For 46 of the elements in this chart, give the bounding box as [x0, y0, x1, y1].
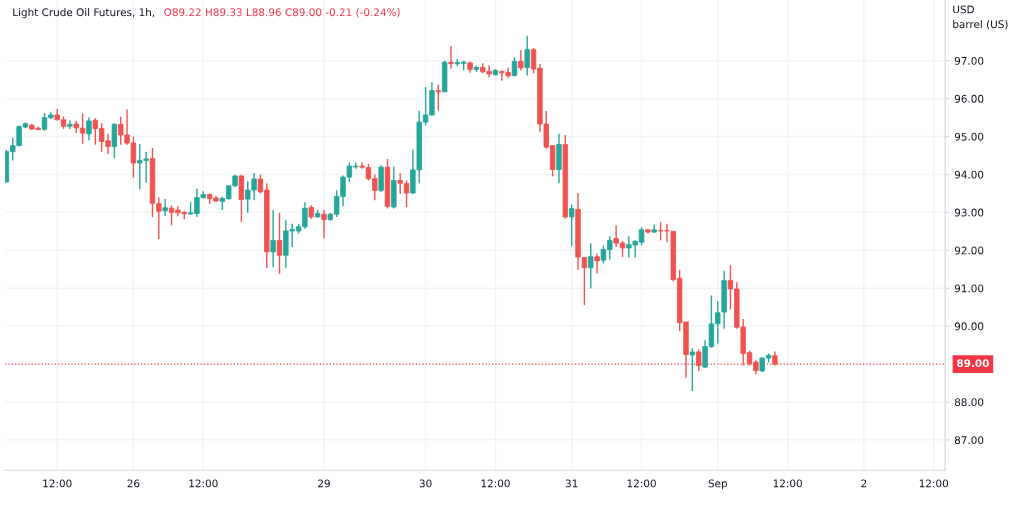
ref-line-label: 89.00: [957, 359, 989, 368]
candlestick: [111, 122, 118, 159]
x-tick-label: 31: [565, 479, 578, 488]
text: O89.22 H89.33 L88.96 C89.00 -0.21 (-0.24%): [164, 8, 400, 18]
candlestick: [270, 209, 276, 268]
candlestick: [276, 212, 283, 275]
x-tick-label: 12:00: [919, 479, 949, 488]
candlestick: [238, 174, 245, 223]
y-tick-label: 87.00: [954, 436, 984, 445]
candlestick: [689, 347, 696, 392]
y-tick-label: 92.00: [954, 246, 984, 255]
x-tick-label: 12:00: [43, 479, 72, 488]
candlestick: [448, 45, 454, 70]
candlestick: [594, 253, 600, 275]
y-tick-label: 96.00: [954, 94, 984, 103]
x-tick-label: 2: [861, 479, 867, 488]
x-tick-label: 12:00: [481, 479, 510, 488]
candlestick: [696, 348, 702, 372]
candlestick: [67, 119, 73, 130]
x-tick-label: 12:00: [189, 479, 218, 488]
text: Light Crude Oil Futures, 1h,: [13, 8, 155, 19]
candlestick: [79, 112, 86, 145]
candlestick: [321, 209, 327, 240]
y-tick-label: 91.00: [954, 284, 984, 293]
candlestick: [378, 164, 384, 193]
y-tick-label: 90.00: [954, 322, 984, 331]
x-tick-label: 12:00: [773, 479, 802, 488]
y-tick-label: 94.00: [954, 170, 984, 179]
candlestick: [162, 198, 168, 217]
candlestick: [518, 49, 524, 71]
candlestick: [568, 204, 575, 247]
y-axis-title: USD barrel (US): [953, 5, 1008, 30]
x-tick-label: Sep: [708, 479, 728, 490]
x-tick-label: 12:00: [627, 479, 656, 488]
candlestick: [588, 242, 594, 290]
y-tick-label: 93.00: [954, 208, 984, 217]
candlestick: [86, 116, 92, 142]
x-tick-label: 29: [318, 479, 330, 488]
y-tick-label: 95.00: [954, 132, 984, 141]
candlestick: [511, 56, 518, 78]
y-tick-label: 88.00: [954, 398, 984, 407]
y-tick-label: 97.00: [954, 56, 984, 65]
x-tick-label: 30: [419, 479, 432, 488]
candlestick: [435, 83, 441, 112]
x-tick-label: 26: [127, 479, 140, 488]
candlestick: [524, 34, 530, 77]
